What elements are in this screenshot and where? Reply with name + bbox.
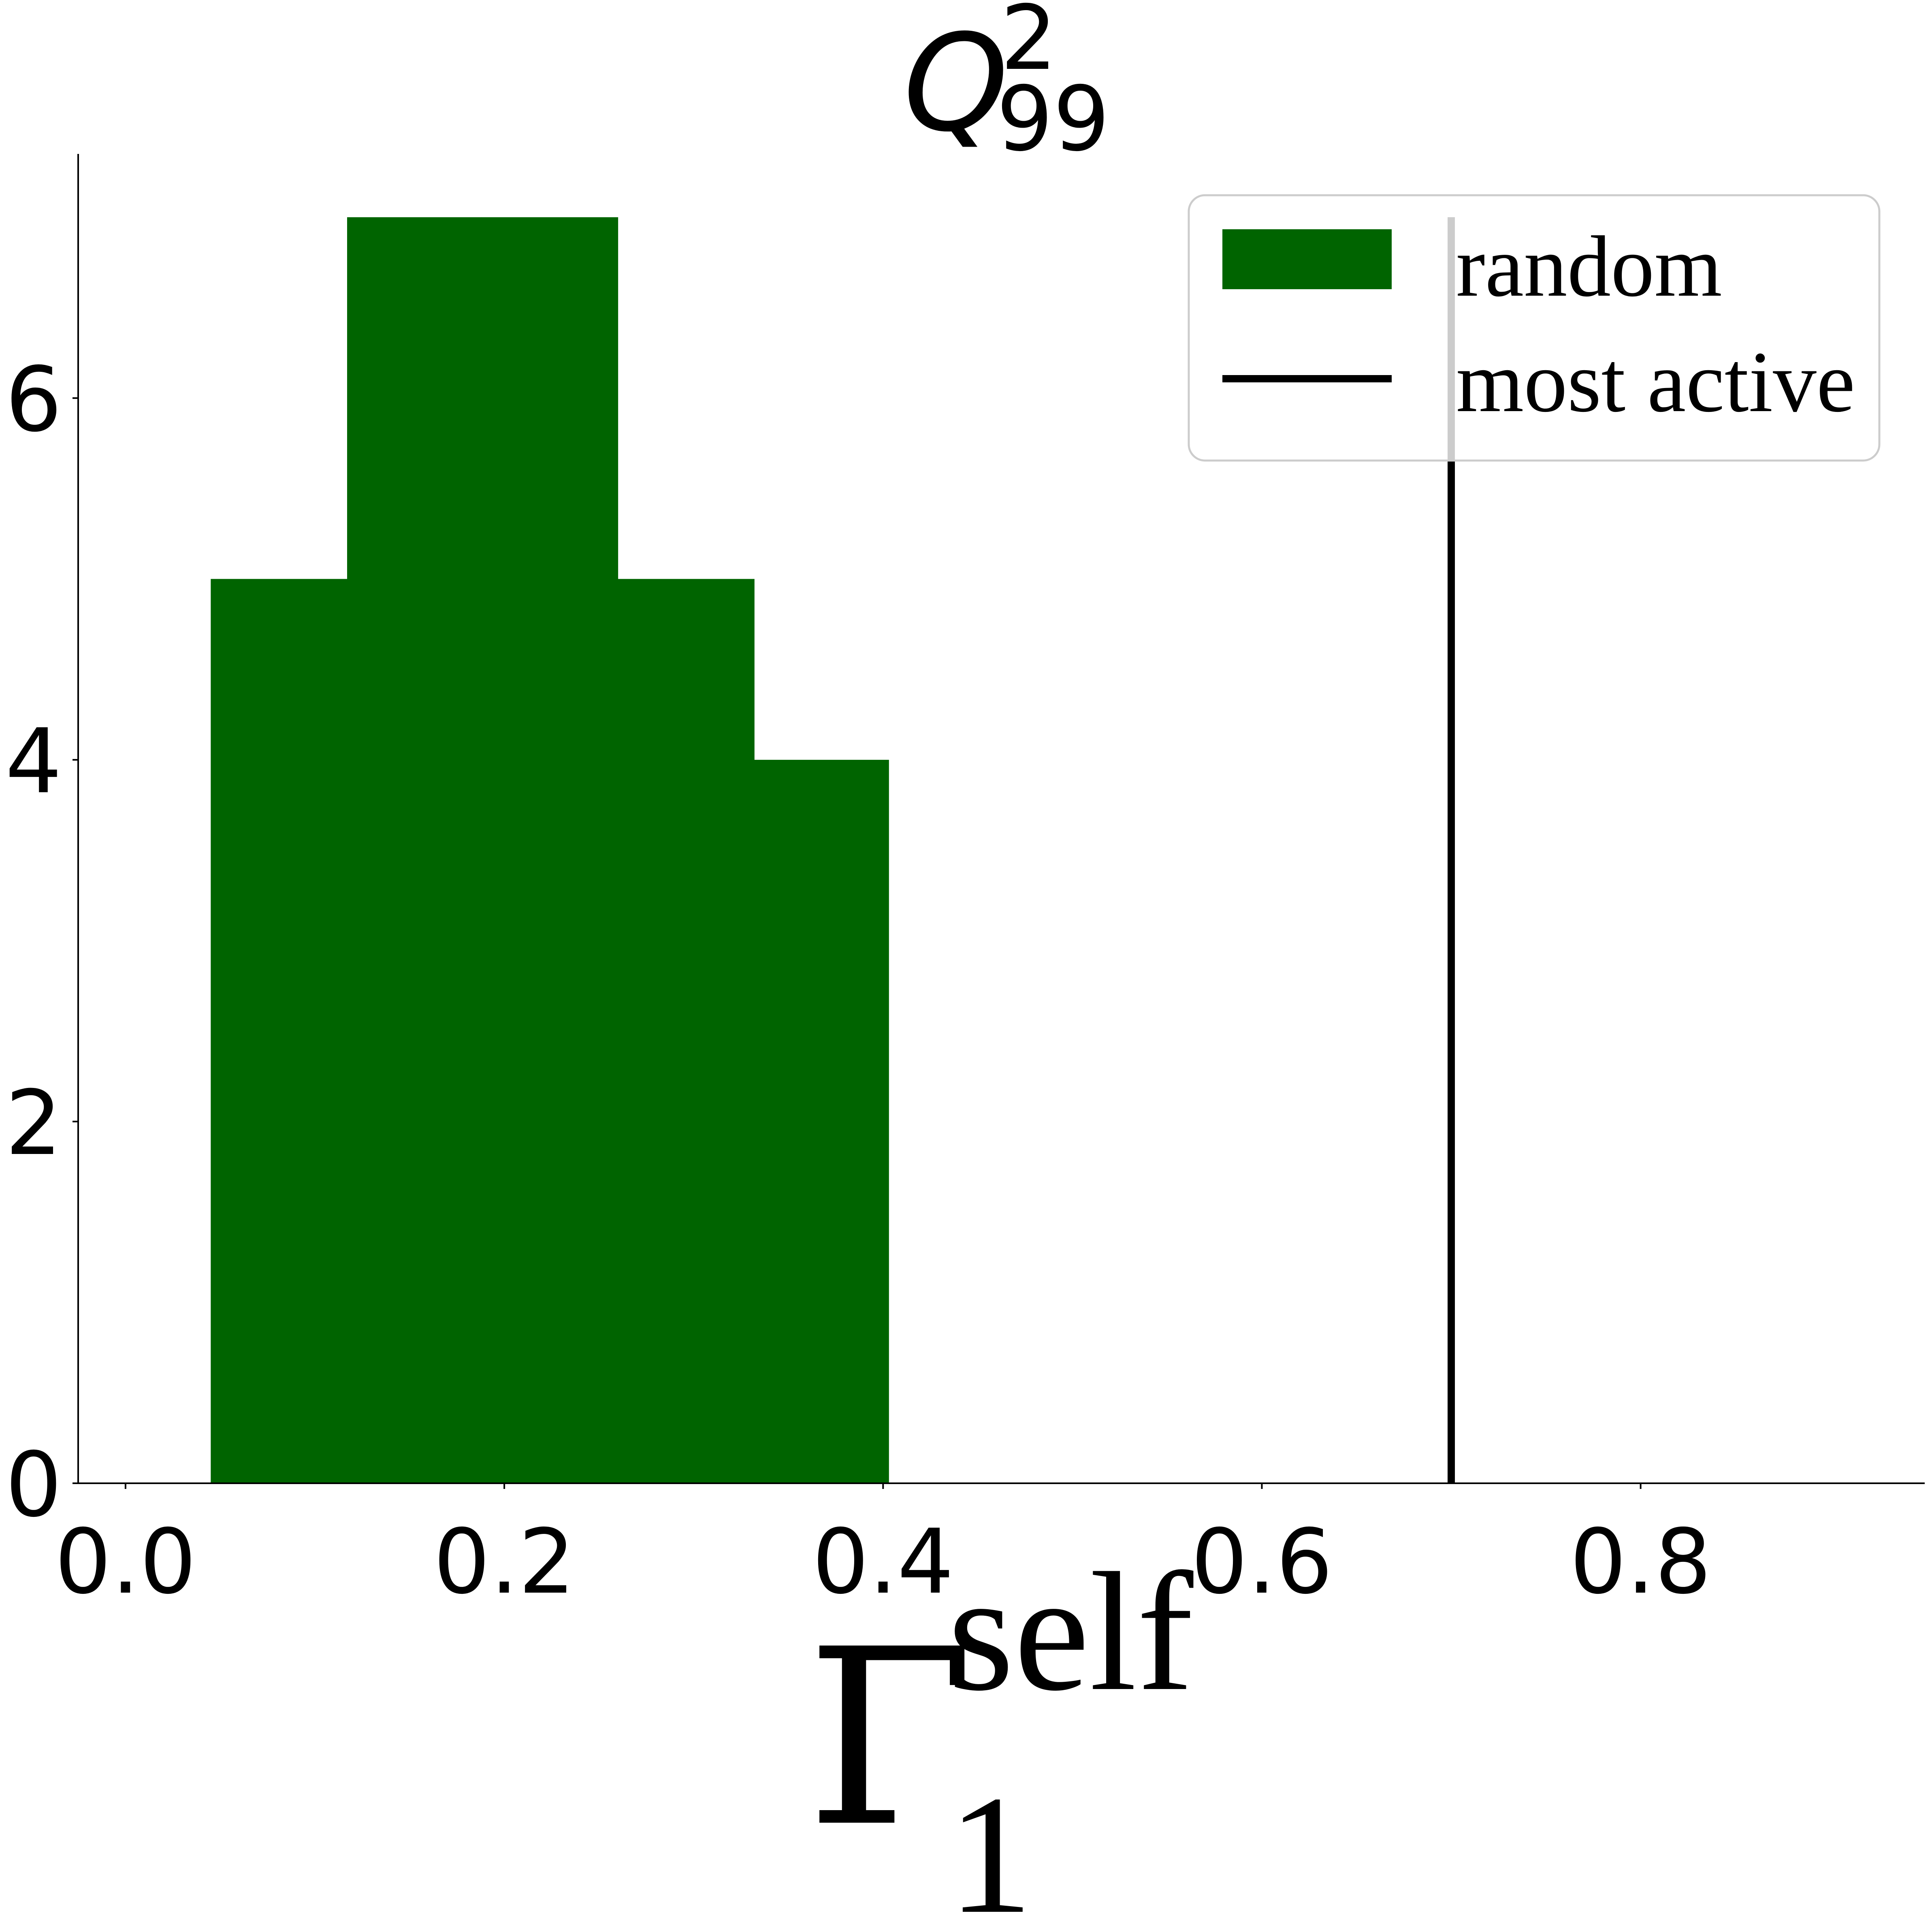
x-axis-label: Γ self 1 <box>806 1538 1195 1928</box>
y-ticks: 0 2 4 6 <box>5 348 78 1537</box>
title-base: Q <box>903 6 1009 161</box>
title-subscript: 99 <box>996 67 1110 171</box>
y-tick-label: 6 <box>5 348 62 452</box>
legend-swatch-random <box>1222 229 1392 289</box>
xlabel-base: Γ <box>806 1597 975 1880</box>
y-tick-label: 2 <box>5 1071 62 1175</box>
x-tick-label: 0.2 <box>433 1510 575 1614</box>
legend-label-random: random <box>1456 218 1722 315</box>
legend-label-most-active: most active <box>1456 333 1855 430</box>
histogram-bar <box>347 217 482 1484</box>
y-tick-label: 4 <box>5 710 62 813</box>
x-tick-label: 0.6 <box>1191 1510 1333 1614</box>
chart-title: Q 2 99 <box>903 0 1110 171</box>
histogram-bar <box>481 217 618 1484</box>
xlabel-superscript: self <box>948 1538 1195 1726</box>
legend: random most active <box>1188 194 1881 462</box>
histogram-bars <box>211 217 889 1484</box>
histogram-bar <box>211 579 348 1483</box>
x-tick-label: 0.0 <box>55 1510 196 1614</box>
y-tick-label: 0 <box>5 1433 62 1537</box>
x-ticks: 0.0 0.2 0.4 0.6 0.8 <box>55 1483 1712 1614</box>
x-tick-label: 0.4 <box>812 1510 954 1614</box>
xlabel-subscript: 1 <box>948 1760 1033 1928</box>
histogram-bar <box>618 579 755 1483</box>
x-tick-label: 0.8 <box>1570 1510 1712 1614</box>
histogram-bar <box>754 759 889 1483</box>
title-superscript: 2 <box>1000 0 1057 90</box>
